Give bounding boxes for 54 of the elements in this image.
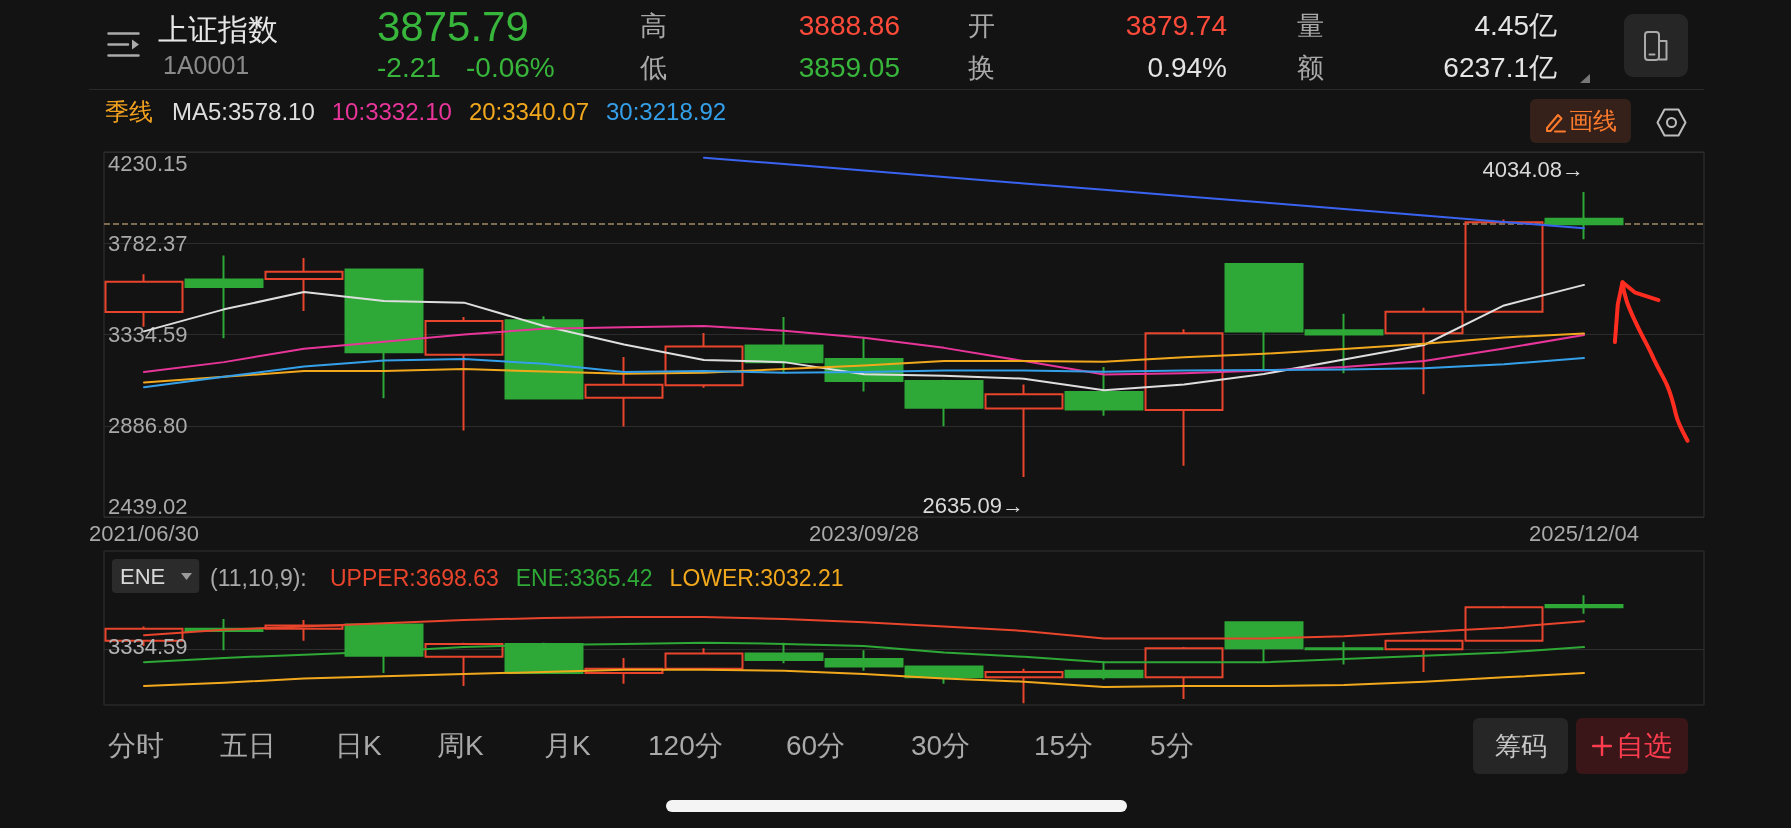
text: LOWER:3032.21 [669,564,844,591]
annotation: 4034.08→ [1482,157,1584,183]
text: 3888.86 [798,9,900,43]
text: 20:3340.07 [468,97,590,125]
x-tick-label: 2025/12/04 [1528,520,1640,546]
legend-title: (11,10,9): [210,564,307,591]
y-tick-label: 2886.80 [108,413,188,439]
candlestick [424,641,504,687]
text: 10:3332.10 [331,97,452,125]
text: 低 [640,52,667,84]
text: 日K [335,729,382,763]
y-tick-label: 3334.59 [108,322,188,347]
text: 60分 [786,729,846,763]
candlestick [1544,594,1624,615]
chart-title: ENE [120,563,166,589]
text: 月K [544,729,591,763]
text: 3875.79 [377,2,529,52]
candlestick [1144,646,1224,700]
legend-title: 季线 [105,97,153,125]
text: ENE:3365.42 [515,564,653,591]
annotation: 2635.09→ [922,492,1024,518]
text: 周K [437,729,484,763]
text: 6237.1亿 [1443,51,1557,85]
text: 1A0001 [163,50,250,80]
series-label: UPPER:3698.63 [330,564,499,591]
text: 量 [1297,10,1324,42]
y-tick-label: 3782.37 [108,230,188,256]
text: 15分 [1034,729,1094,763]
text: 自选 [1616,730,1672,762]
text: 上证指数 [158,12,278,48]
text: 五日 [220,729,276,763]
text: 额 [1297,52,1324,84]
text: -2.21 [377,51,441,85]
text: 分时 [108,729,164,763]
text: 高 [640,10,667,42]
text: 30分 [911,729,971,763]
x-tick-label: 2021/06/30 [88,520,200,546]
text: 3879.74 [1125,9,1227,43]
text: -0.06% [466,51,555,85]
y-tick-label: 2439.02 [108,493,188,519]
text: 120分 [648,729,723,763]
x-tick-label: 2023/09/28 [808,520,920,546]
text: 3859.05 [798,51,900,85]
text: 5分 [1150,729,1194,763]
text: 画线 [1568,107,1617,135]
text: 筹码 [1494,731,1547,761]
candlestick [984,667,1064,705]
text: 4.45亿 [1474,9,1557,43]
y-tick-label: 4230.15 [108,150,188,176]
text: 换 [968,52,995,84]
text: 30:3218.92 [606,97,727,125]
text: 开 [968,10,995,42]
text: 0.94% [1147,51,1227,85]
text: MA5:3578.10 [172,97,315,125]
